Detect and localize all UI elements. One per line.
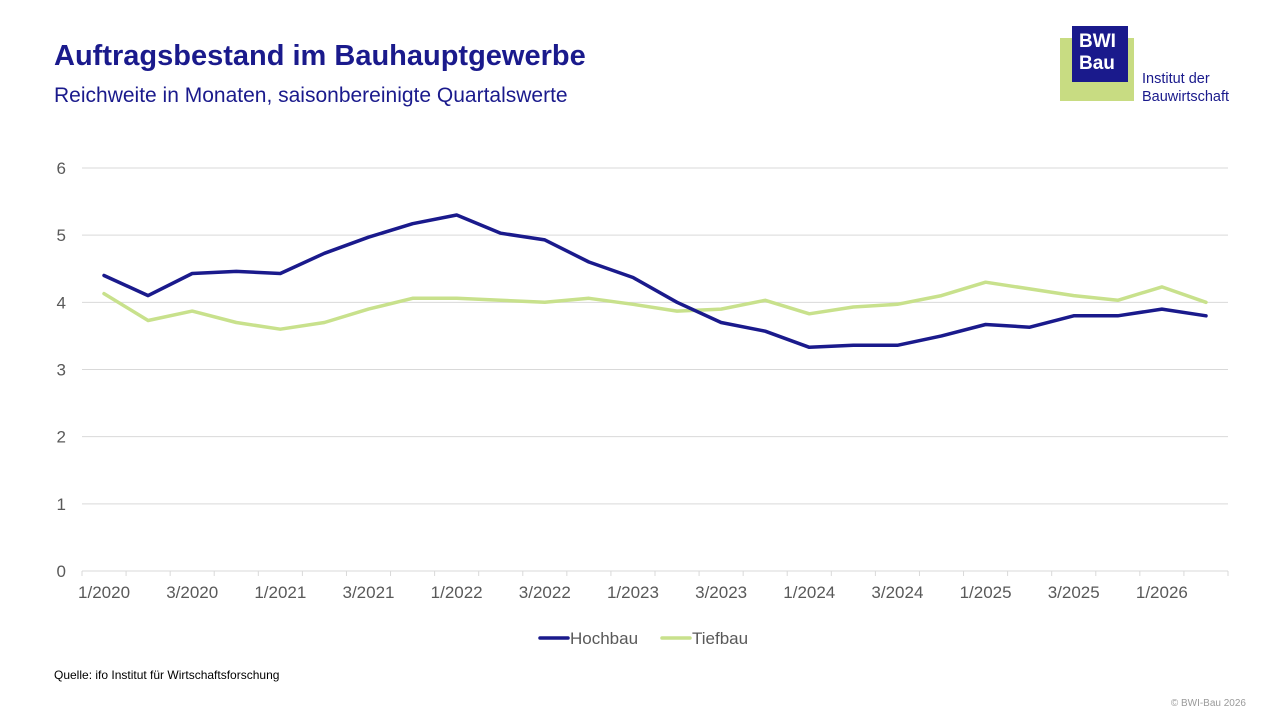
y-tick-label: 2 xyxy=(57,428,66,447)
logo-text-line-1: Institut der xyxy=(1142,71,1210,87)
x-tick-label: 3/2025 xyxy=(1048,583,1100,602)
bwi-bau-logo: BWI Bau Institut der Bauwirtschaft xyxy=(1060,26,1260,106)
y-tick-label: 5 xyxy=(57,226,66,245)
logo-text: Institut der Bauwirtschaft xyxy=(1142,70,1229,106)
y-tick-label: 3 xyxy=(57,361,66,380)
x-tick-label: 3/2024 xyxy=(871,583,923,602)
logo-line-1: BWI xyxy=(1079,31,1116,52)
chart-subtitle: Reichweite in Monaten, saisonbereinigte … xyxy=(54,84,568,107)
x-tick-label: 1/2021 xyxy=(254,583,306,602)
x-tick-label: 3/2020 xyxy=(166,583,218,602)
legend-label-tiefbau: Tiefbau xyxy=(692,629,748,648)
series-line-hochbau xyxy=(102,213,1208,350)
y-tick-label: 1 xyxy=(57,495,66,514)
x-tick-label: 1/2026 xyxy=(1136,583,1188,602)
x-tick-label: 3/2023 xyxy=(695,583,747,602)
legend-label-hochbau: Hochbau xyxy=(570,629,638,648)
x-tick-label: 3/2022 xyxy=(519,583,571,602)
y-tick-label: 0 xyxy=(57,562,66,581)
source-note: Quelle: ifo Institut für Wirtschaftsfors… xyxy=(54,668,280,682)
x-tick-label: 1/2025 xyxy=(960,583,1012,602)
y-tick-label: 4 xyxy=(57,293,66,312)
logo-blue-box: BWI Bau xyxy=(1072,26,1128,82)
x-tick-label: 3/2021 xyxy=(343,583,395,602)
x-tick-label: 1/2022 xyxy=(431,583,483,602)
x-tick-label: 1/2023 xyxy=(607,583,659,602)
y-tick-label: 6 xyxy=(57,159,66,178)
logo-line-2: Bau xyxy=(1079,53,1115,74)
logo-text-line-2: Bauwirtschaft xyxy=(1142,89,1230,105)
copyright-note: © BWI-Bau 2026 xyxy=(1170,698,1246,709)
x-tick-label: 1/2020 xyxy=(78,583,130,602)
x-tick-label: 1/2024 xyxy=(783,583,835,602)
series-line-tiefbau xyxy=(102,280,1208,331)
chart-title: Auftragsbestand im Bauhauptgewerbe xyxy=(54,40,586,72)
